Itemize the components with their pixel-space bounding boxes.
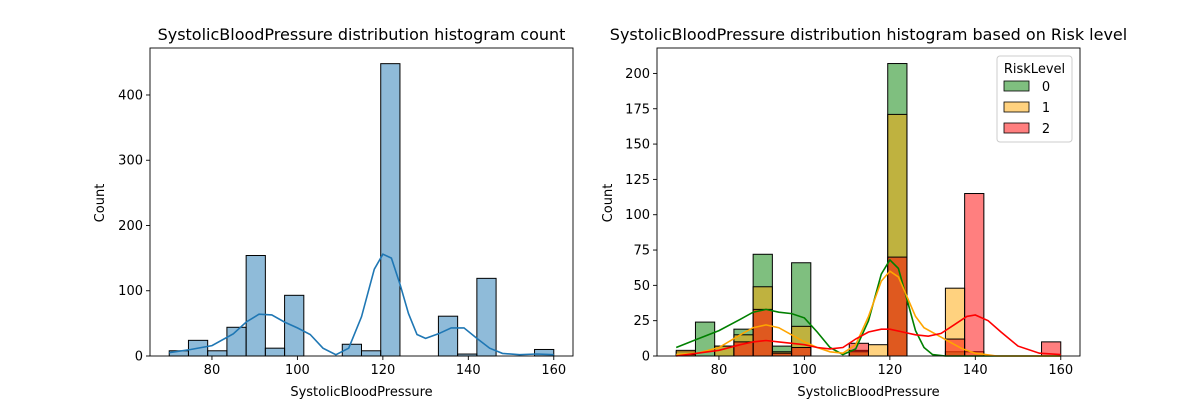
legend: RiskLevel 0 1 2: [996, 55, 1073, 143]
y-tick-label: 175: [625, 102, 650, 117]
x-tick-label: 140: [456, 363, 481, 378]
histogram-bar: [476, 277, 497, 357]
y-tick-label: 100: [625, 208, 650, 223]
y-tick-label: 200: [625, 67, 650, 82]
x-tick-label: 160: [1048, 363, 1073, 378]
x-tick-label: 100: [792, 363, 817, 378]
legend-entry: 1: [1003, 101, 1050, 116]
histogram-count-panel: SystolicBloodPressure distribution histo…: [93, 25, 574, 400]
axes-frame: [149, 47, 574, 357]
histogram-bar: [380, 63, 401, 357]
y-tick-label: 25: [633, 314, 650, 329]
chart-title: SystolicBloodPressure distribution histo…: [158, 25, 566, 44]
series-0: [168, 63, 555, 357]
histogram-bar: [791, 347, 812, 357]
x-tick-label: 140: [963, 363, 988, 378]
x-tick-label: 80: [711, 363, 728, 378]
histogram-bar: [437, 315, 459, 357]
histogram-risk-panel: SystolicBloodPressure distribution histo…: [601, 25, 1127, 400]
y-tick-label: 300: [118, 154, 143, 169]
y-tick-label: 200: [118, 219, 143, 234]
x-axis-label: SystolicBloodPressure: [290, 385, 432, 400]
legend-entry: 2: [1003, 122, 1050, 137]
y-tick-label: 50: [633, 279, 650, 294]
histogram-bar: [868, 344, 889, 357]
kde-line: [676, 270, 1061, 357]
kde-line: [676, 314, 1061, 357]
legend-entry: 0: [1003, 80, 1050, 95]
legend-label: 0: [1042, 80, 1050, 95]
y-tick-label: 150: [625, 138, 650, 153]
y-axis-label: Count: [93, 184, 108, 223]
histogram-bar: [964, 193, 985, 357]
legend-swatch: [1003, 101, 1030, 113]
y-tick-label: 100: [118, 284, 143, 299]
kde-line: [169, 253, 554, 356]
legend-frame: [996, 55, 1073, 143]
y-tick-label: 0: [642, 350, 650, 365]
x-tick-label: 120: [877, 363, 902, 378]
chart-title: SystolicBloodPressure distribution histo…: [610, 25, 1127, 44]
histogram-bar: [207, 350, 228, 357]
y-tick-label: 400: [118, 88, 143, 103]
axes-frame: [656, 47, 1081, 357]
histogram-bar: [752, 308, 773, 357]
x-tick-label: 160: [541, 363, 566, 378]
y-tick-label: 75: [633, 244, 650, 259]
legend-label: 1: [1042, 101, 1050, 116]
legend-swatch: [1003, 122, 1030, 134]
legend-label: 2: [1042, 122, 1050, 137]
legend-title: RiskLevel: [1004, 62, 1065, 77]
histogram-bar: [361, 350, 382, 357]
plot-area: 80 100 120 140 160 0 100 200 300 400: [118, 47, 574, 378]
x-tick-label: 120: [370, 363, 395, 378]
histogram-bar: [245, 255, 266, 357]
y-tick-label: 125: [625, 173, 650, 188]
legend-swatch: [1003, 80, 1030, 92]
x-tick-label: 100: [285, 363, 310, 378]
x-axis-label: SystolicBloodPressure: [797, 385, 939, 400]
x-tick-label: 80: [204, 363, 221, 378]
histogram-bar: [264, 347, 286, 357]
y-tick-label: 0: [135, 350, 143, 365]
y-axis-label: Count: [601, 184, 616, 223]
